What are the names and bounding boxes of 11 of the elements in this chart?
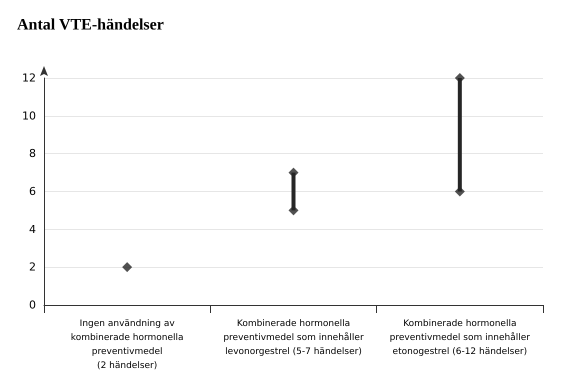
chart-title: Antal VTE-händelser: [17, 16, 164, 34]
y-tick-label: 8: [29, 147, 36, 160]
y-tick-label: 0: [29, 298, 36, 312]
y-tick-label: 6: [29, 185, 36, 198]
y-tick-label: 12: [22, 72, 36, 84]
x-tick-label: Ingen användning av kombinerade hormonella preventivmedel (2 händelser): [70, 319, 184, 371]
y-tick-label: 10: [22, 109, 36, 122]
y-tick-label: 2: [29, 260, 36, 274]
x-tick-label: Kombinerade hormonella preventivmedel som innehåller etonogestrel (6-12 händelser): [390, 319, 530, 357]
x-tick-label: Kombinerade hormonella preventivmedel som innehåller levonorgestrel (5-7 händelser): [223, 319, 364, 357]
y-tick-label: 4: [29, 222, 36, 236]
